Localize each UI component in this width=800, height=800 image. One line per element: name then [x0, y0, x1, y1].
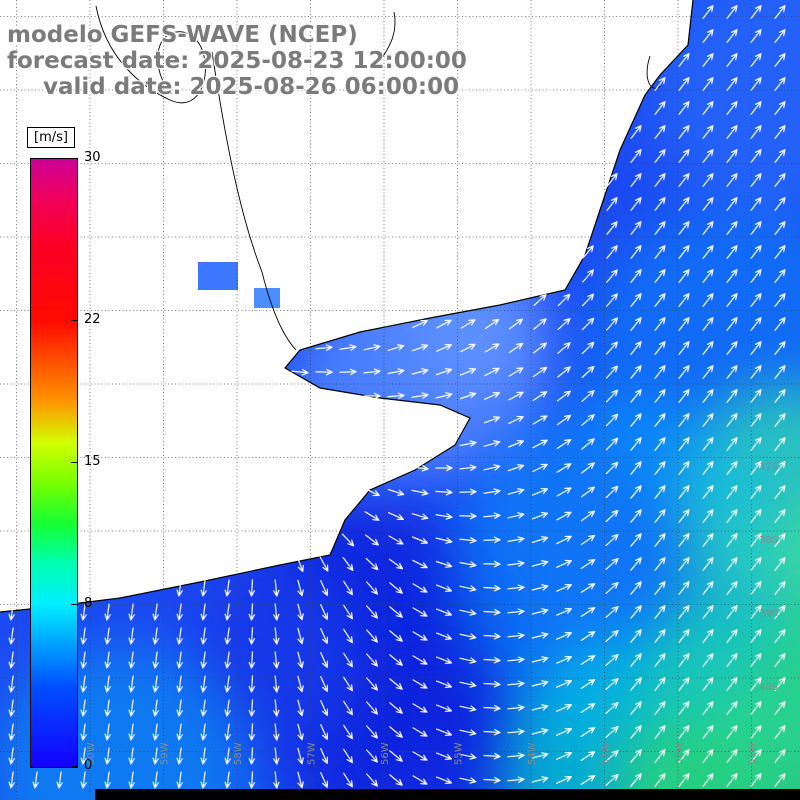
- colorbar-tick-label: 22: [84, 312, 101, 328]
- colorbar-tick-mark: [71, 603, 77, 605]
- valid-date-label: valid date: 2025-08-26 06:00:00: [43, 74, 460, 100]
- map-header: modelo GEFS-WAVE (NCEP) forecast date: 2…: [7, 22, 467, 100]
- longitude-label: 58W: [233, 742, 244, 765]
- lake-cell: [254, 288, 280, 308]
- geo-labels-layer: 37S 38S 39S 40S 60W 59W 58W 57W 56W 55W 54W 53W 52W 5…: [86, 462, 778, 766]
- colorbar-tick-label: 15: [84, 454, 101, 469]
- lake-cell: [198, 262, 238, 290]
- latitude-label: 38S: [759, 535, 778, 546]
- wave-speed-patch: [450, 400, 790, 740]
- longitude-label: 59W: [160, 742, 171, 765]
- wave-speed-patch: [645, 0, 800, 215]
- latitude-label: 39S: [759, 609, 778, 620]
- latitude-label: 40S: [759, 682, 778, 693]
- colorbar-tick-label: 8: [84, 595, 93, 611]
- colorbar-tick-label: 0: [84, 758, 93, 773]
- colorbar-tick-mark: [71, 320, 77, 322]
- colorbar-tick-mark: [71, 158, 77, 159]
- longitude-label: 52W: [674, 742, 685, 765]
- coastline: [0, 0, 694, 613]
- colorbar: [30, 158, 78, 768]
- lakes-layer: [198, 262, 280, 308]
- wave-speed-patch: [320, 635, 540, 800]
- longitude-label: 60W: [86, 742, 97, 765]
- river-line: [211, 51, 297, 351]
- colorbar-tick-mark: [71, 462, 77, 463]
- longitude-label: 54W: [527, 742, 538, 765]
- latitude-label: 37S: [759, 462, 778, 473]
- colorbar-tick-label: 30: [84, 150, 101, 165]
- longitude-label: 57W: [307, 742, 318, 765]
- longitude-label: 53W: [601, 742, 612, 765]
- longitude-label: 56W: [380, 742, 391, 765]
- model-title: modelo GEFS-WAVE (NCEP): [7, 22, 358, 48]
- bottom-black-bar: [95, 789, 800, 800]
- river-line: [381, 11, 396, 59]
- colorbar-tick-mark: [71, 766, 77, 767]
- river-line: [95, 5, 206, 104]
- forecast-date-label: forecast date: 2025-08-23 12:00:00: [7, 48, 467, 74]
- colorbar-unit-label: [m/s]: [27, 127, 75, 148]
- longitude-label: 51W: [748, 742, 759, 765]
- rivers-layer: [95, 5, 661, 351]
- longitude-label: 55W: [454, 742, 465, 765]
